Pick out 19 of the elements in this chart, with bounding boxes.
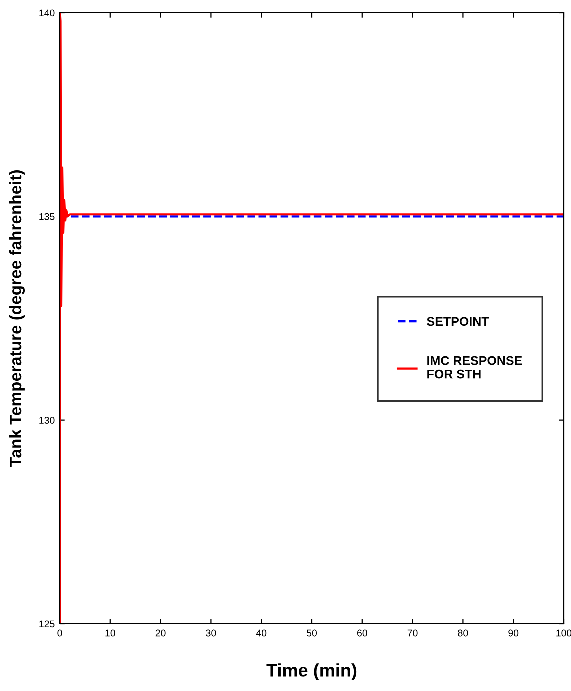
x-tick-label: 30 (206, 630, 216, 637)
x-tick-label: 40 (256, 630, 267, 637)
legend-label: IMC RESPONSE FOR STH (428, 356, 522, 379)
y-tick-label: 135 (40, 213, 55, 220)
x-tick-label: 70 (408, 630, 418, 637)
x-tick-label: 80 (458, 630, 468, 637)
x-tick-label: 50 (306, 630, 318, 637)
y-tick-label: 140 (40, 10, 55, 17)
y-tick-label: 130 (40, 417, 55, 424)
x-tick-label: 20 (156, 630, 166, 637)
y-tick-label: 125 (40, 620, 55, 628)
legend-label: SETPOINT (427, 317, 490, 326)
y-axis-title: Tank Temperature (degree fahrenheit) (9, 170, 26, 468)
x-axis-title: Time (min) (266, 664, 357, 680)
x-tick-label: 0 (58, 630, 62, 637)
x-tick-label: 90 (508, 630, 519, 637)
x-tick-label: 10 (106, 630, 116, 637)
line-series (60, 13, 564, 624)
x-tick-label: 60 (357, 630, 368, 637)
